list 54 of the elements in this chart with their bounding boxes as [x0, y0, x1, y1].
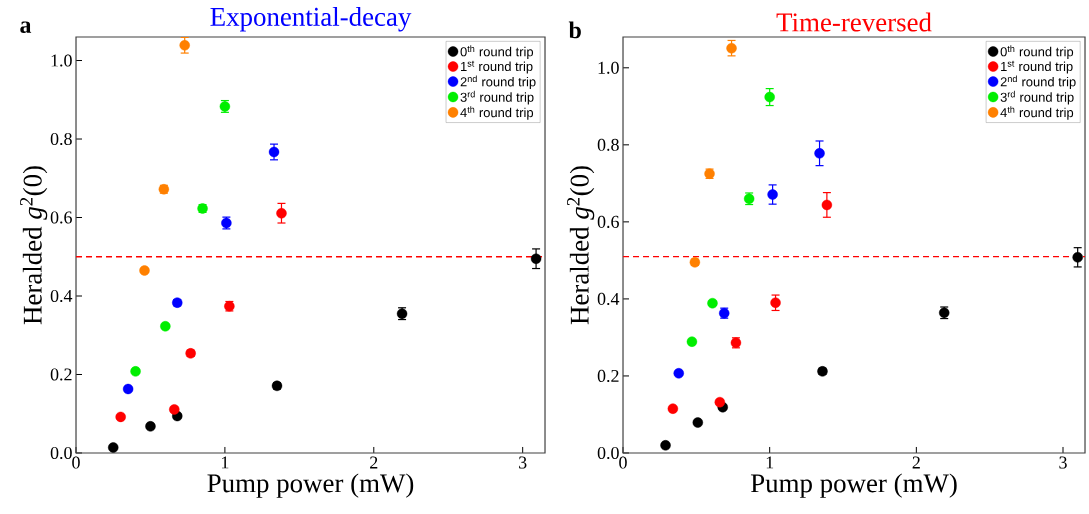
- point: [660, 440, 671, 451]
- legend-label: 4$^{th}$ round trip: [1000, 106, 1074, 120]
- x-tick-label: 3: [1059, 456, 1067, 469]
- y-tick-label: 1.0: [51, 54, 72, 67]
- legend-label: 1$^{st}$ round trip: [461, 60, 533, 74]
- legend-label: 3$^{rd}$ round trip: [1000, 90, 1074, 105]
- x-axis-title: Pump power (mW): [750, 473, 957, 498]
- x-tick-label: 1: [221, 456, 229, 469]
- point: [139, 265, 150, 276]
- point: [179, 40, 190, 51]
- point: [108, 442, 119, 453]
- y-axis-title: Heralded g$^{2}$(0): [20, 166, 48, 325]
- point: [530, 253, 542, 264]
- point: [122, 383, 134, 395]
- point: [767, 189, 778, 200]
- legend-label: 0$^{th}$ round trip: [1000, 45, 1074, 59]
- point: [667, 403, 679, 414]
- y-tick-label: 0.0: [50, 446, 72, 460]
- y-tick-label: 1.0: [598, 61, 619, 74]
- text: a: [20, 21, 32, 33]
- chart-title: Exponential-decay: [210, 7, 412, 32]
- text: b: [568, 21, 581, 39]
- x-tick-label: 2: [370, 456, 378, 469]
- point: [764, 91, 775, 103]
- point: [770, 297, 781, 308]
- x-axis-title: Pump power (mW): [207, 473, 414, 498]
- x-tick-label: 2: [912, 456, 920, 469]
- y-tick-label: 0.8: [597, 138, 619, 151]
- y-tick-label: 0.4: [50, 289, 73, 303]
- point: [814, 148, 825, 159]
- legend-label: 4$^{th}$ round trip: [460, 106, 534, 120]
- x-tick-label: 3: [519, 456, 527, 469]
- legend-label: 1$^{st}$ round trip: [1001, 60, 1073, 74]
- legend-label: 2$^{nd}$ round trip: [1000, 75, 1076, 89]
- y-tick-label: 0.2: [597, 369, 619, 383]
- point: [686, 336, 698, 347]
- y-tick-label: 0.4: [597, 292, 620, 305]
- y-tick-label: 0.0: [597, 446, 619, 460]
- y-tick-label: 0.6: [50, 211, 72, 224]
- y-tick-label: 0.2: [50, 368, 72, 381]
- point: [692, 417, 704, 428]
- y-tick-label: 0.8: [50, 132, 72, 146]
- point: [673, 368, 684, 379]
- legend-label: 0$^{th}$ round trip: [460, 45, 534, 59]
- x-tick-label: 0: [72, 456, 80, 469]
- y-tick-label: 0.6: [597, 215, 619, 228]
- chart-title: Time-reversed: [776, 12, 932, 32]
- x-tick-label: 1: [766, 456, 774, 469]
- x-tick-label: 0: [619, 456, 627, 469]
- legend-label: 3$^{rd}$ round trip: [460, 90, 534, 105]
- point: [821, 199, 833, 211]
- y-axis-title: Heralded g$^{2}$(0): [567, 166, 595, 325]
- point: [276, 208, 287, 219]
- legend-label: 2$^{nd}$ round trip: [460, 75, 536, 89]
